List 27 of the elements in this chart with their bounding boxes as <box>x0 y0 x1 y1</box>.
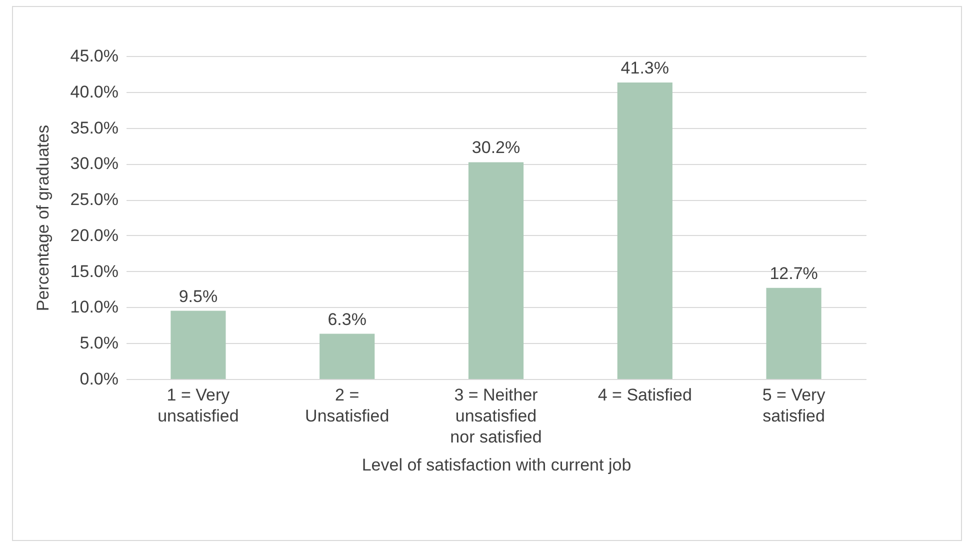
y-tick-label: 45.0% <box>70 46 118 66</box>
data-label: 12.7% <box>770 264 818 283</box>
data-label: 6.3% <box>328 310 366 329</box>
y-tick-label: 30.0% <box>70 154 118 174</box>
y-tick-label: 10.0% <box>70 298 118 317</box>
x-axis-title: Level of satisfaction with current job <box>362 456 632 474</box>
x-tick-label: 1 = Very unsatisfied <box>158 386 239 426</box>
y-tick-label: 0.0% <box>80 370 118 388</box>
y-tick-label: 40.0% <box>70 82 118 102</box>
data-label: 9.5% <box>178 286 218 306</box>
x-tick-label: 5 = Very satisfied <box>762 386 826 426</box>
y-tick-label: 35.0% <box>70 118 118 138</box>
y-tick-label: 5.0% <box>80 334 118 353</box>
y-axis-title: Percentage of graduates <box>33 124 52 312</box>
x-tick-label: 4 = Satisfied <box>598 386 692 404</box>
x-tick-label: 3 = Neither unsatisfied nor satisfied <box>450 386 542 446</box>
bar <box>766 288 822 379</box>
x-tick-label: 2 = Unsatisfied <box>305 386 390 426</box>
bar <box>617 82 672 379</box>
data-label: 30.2% <box>472 138 520 158</box>
y-tick-label: 25.0% <box>70 190 118 210</box>
bar <box>170 310 226 379</box>
bar <box>320 334 375 379</box>
bar <box>468 162 524 379</box>
data-label: 41.3% <box>620 58 669 78</box>
y-tick-label: 20.0% <box>70 226 118 245</box>
y-tick-label: 15.0% <box>70 262 118 281</box>
